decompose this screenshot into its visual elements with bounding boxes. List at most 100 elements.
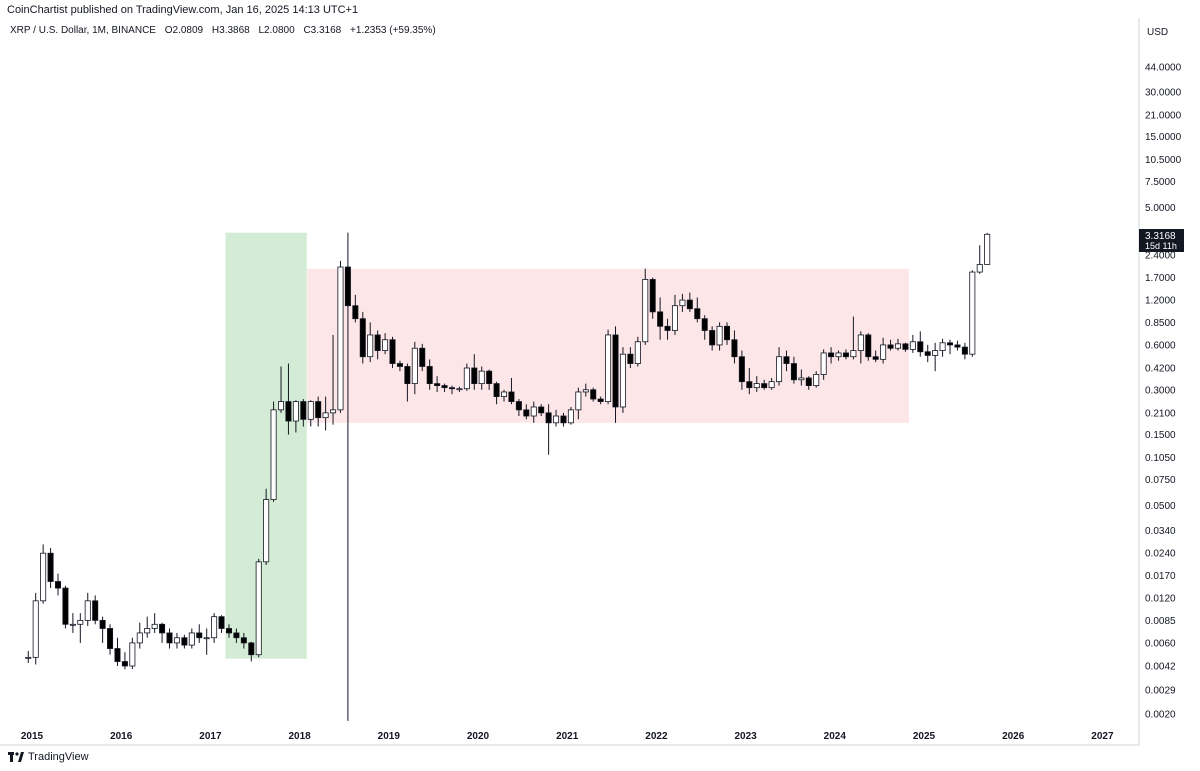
candle-body: [501, 391, 508, 397]
x-axis-ticks[interactable]: 2015 2016 2017 2018 2019 2020 2021 2022 2023 2024…: [21, 731, 1114, 742]
y-tick-label: 0.1050: [1145, 453, 1176, 464]
candle: [961, 342, 968, 360]
y-tick-label: 1.7000: [1145, 273, 1176, 284]
candle-body: [92, 600, 99, 621]
candle-body: [367, 334, 374, 358]
candle-body: [263, 499, 270, 563]
candle-body: [307, 401, 314, 420]
candle: [352, 294, 359, 323]
candle-body: [872, 356, 879, 360]
candle: [619, 347, 626, 413]
candle-body: [69, 623, 76, 626]
candle: [121, 652, 128, 670]
currency-label[interactable]: USD: [1147, 27, 1168, 38]
candle: [709, 326, 716, 351]
candle-body: [478, 370, 485, 385]
candle-body: [850, 350, 857, 358]
candle-body: [382, 339, 389, 351]
candle: [894, 338, 901, 351]
candle-body: [724, 325, 731, 341]
candle: [582, 383, 589, 397]
y-tick-label: 0.0060: [1145, 638, 1176, 649]
candle-body: [954, 344, 961, 348]
candle-body: [567, 409, 574, 424]
candle-body: [129, 642, 136, 667]
symbol-name[interactable]: XRP / U.S. Dollar, 1M, BINANCE: [10, 25, 156, 36]
candle-body: [731, 339, 738, 358]
candle: [419, 343, 426, 372]
candle: [84, 592, 91, 626]
candle-body: [240, 637, 247, 644]
candle-body: [471, 367, 478, 385]
candle-body: [25, 656, 32, 659]
candle-body: [456, 388, 463, 391]
y-tick-label: 5.0000: [1145, 203, 1176, 214]
candle: [887, 339, 894, 351]
y-axis-ticks[interactable]: 44.0000 30.0000 21.0000 15.0000 10.5000 7.500…: [1145, 63, 1182, 721]
candle: [285, 363, 292, 435]
x-tick-label: 2016: [110, 731, 133, 742]
candle: [25, 650, 32, 663]
price-tag-value: 3.3168: [1145, 231, 1176, 242]
candle-body: [880, 344, 887, 360]
candle-body: [159, 623, 166, 634]
candle-body: [55, 581, 62, 589]
candle: [790, 356, 797, 384]
candle: [753, 376, 760, 392]
candle: [932, 342, 939, 372]
candle: [270, 401, 277, 502]
candle-body: [627, 353, 634, 364]
y-tick-label: 0.0170: [1145, 571, 1176, 582]
ohlc-change: +1.2353 (+59.35%): [350, 25, 436, 36]
candle-body: [947, 342, 954, 346]
candle-body: [768, 381, 775, 389]
y-tick-label: 0.0500: [1145, 501, 1176, 512]
candle-body: [322, 412, 329, 419]
candle: [32, 592, 39, 665]
candle-body: [211, 616, 218, 639]
footer-brand-text: TradingView: [28, 751, 89, 763]
y-tick-label: 0.4200: [1145, 364, 1176, 375]
candle-body: [121, 661, 128, 667]
candle-body: [389, 339, 396, 364]
candle: [55, 573, 62, 596]
candle-body: [173, 637, 180, 644]
y-tick-label: 2.4000: [1145, 251, 1176, 262]
candle-body: [753, 383, 760, 389]
footer-brand[interactable]: TradingView: [8, 751, 89, 763]
ohlc-low: L2.0800: [258, 25, 295, 36]
candle-body: [396, 363, 403, 367]
candle-body: [961, 346, 968, 355]
candle: [107, 624, 114, 655]
candle: [159, 622, 166, 643]
candle: [315, 396, 322, 427]
candle: [805, 376, 812, 390]
x-tick-label: 2023: [734, 731, 757, 742]
candle-body: [374, 334, 381, 351]
candle: [404, 363, 411, 402]
candle-body: [404, 366, 411, 385]
candle: [263, 488, 270, 566]
candle-body: [657, 311, 664, 327]
candle-body: [233, 632, 240, 639]
candle-body: [619, 353, 626, 408]
candle: [880, 337, 887, 364]
candle: [909, 334, 916, 353]
x-tick-label: 2021: [556, 731, 579, 742]
candle-body: [917, 341, 924, 353]
candle-body: [553, 415, 560, 424]
candle-body: [842, 352, 849, 358]
candle-body: [716, 325, 723, 346]
candle: [255, 558, 262, 658]
candle-body: [605, 334, 612, 402]
candle: [173, 632, 180, 649]
green-zone: [225, 232, 307, 659]
candles-layer: [25, 232, 991, 721]
candle-body: [932, 350, 939, 356]
candle: [813, 371, 820, 388]
candle: [225, 624, 232, 638]
candle-body: [166, 632, 173, 644]
zones-layer: [225, 232, 909, 659]
candle: [768, 377, 775, 390]
